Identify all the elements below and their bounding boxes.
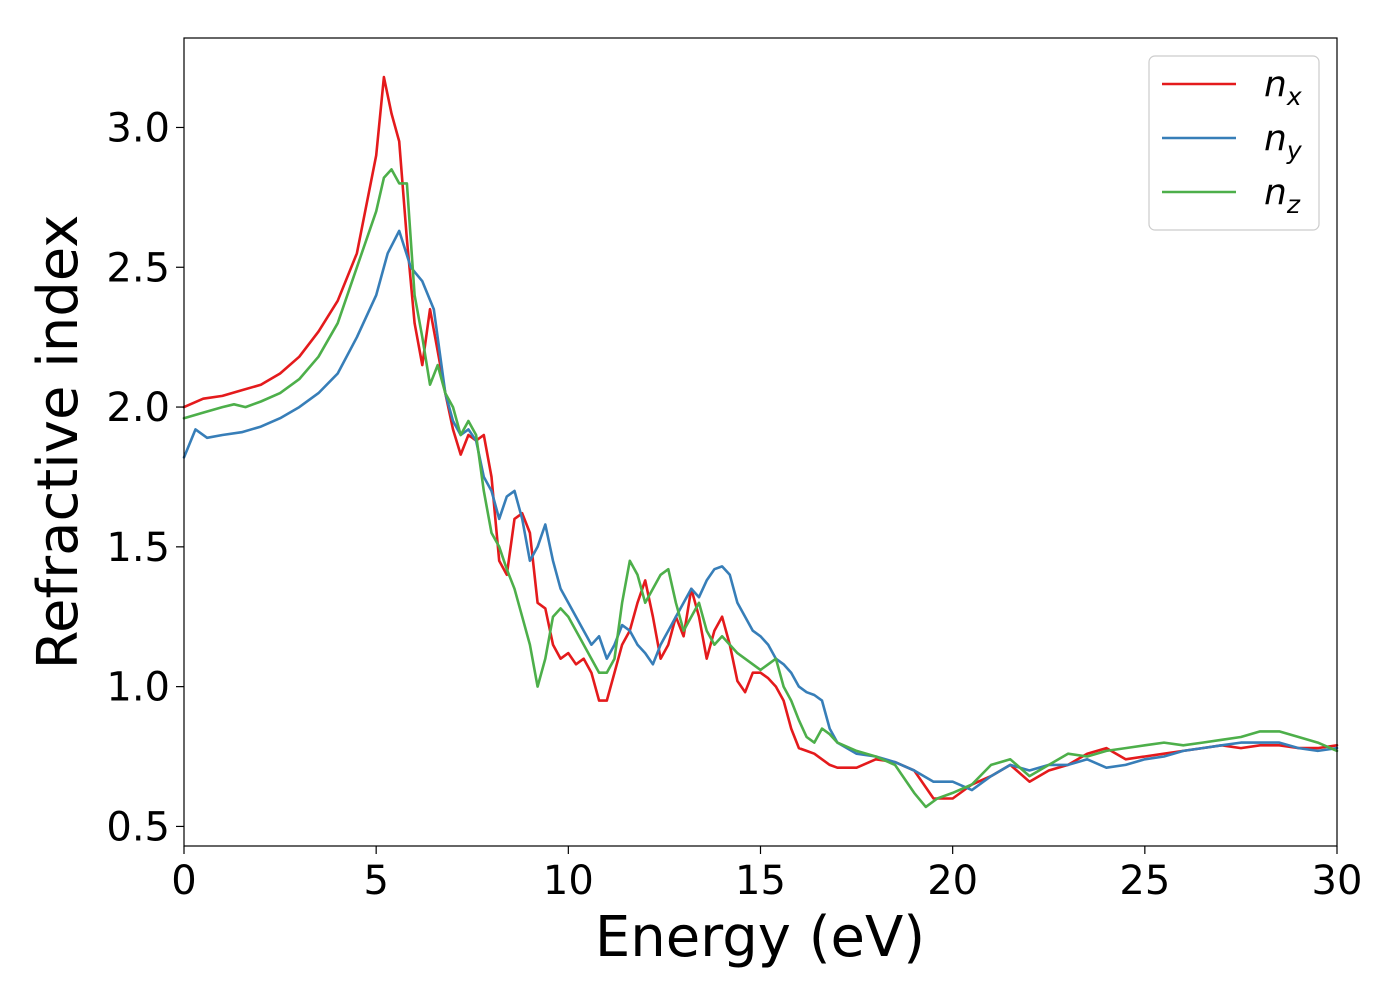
- legend-box: [1148, 55, 1320, 231]
- legend-label-n_z: nz: [1264, 172, 1301, 219]
- legend-label-main: n: [1264, 118, 1287, 159]
- x-tick-label: 15: [735, 858, 786, 904]
- x-tick-label: 30: [1312, 858, 1363, 904]
- legend-label-sub: z: [1286, 190, 1301, 219]
- y-tick-label: 2.5: [106, 245, 170, 291]
- series-line-n_x: [182, 75, 1339, 800]
- legend-label-main: n: [1264, 64, 1287, 105]
- legend-label-sub: y: [1286, 136, 1303, 165]
- y-axis: 0.5 1.0 1.5 2.0 2.5 3.0: [106, 105, 184, 850]
- legend-label-main: n: [1264, 172, 1287, 213]
- y-tick-label: 1.0: [106, 665, 170, 711]
- series-line-n_z: [182, 168, 1339, 809]
- x-tick-label: 5: [363, 858, 388, 904]
- y-tick-label: 3.0: [106, 105, 170, 151]
- y-tick-label: 1.5: [106, 525, 170, 571]
- y-tick-label: 2.0: [106, 385, 170, 431]
- legend-label-sub: x: [1286, 82, 1302, 111]
- x-axis: 0 5 10 15 20 25 30: [171, 846, 1362, 904]
- x-tick-label: 0: [171, 858, 196, 904]
- legend-label-n_x: nx: [1264, 64, 1302, 111]
- y-tick-label: 0.5: [106, 804, 170, 850]
- x-tick-label: 10: [543, 858, 594, 904]
- series-line-n_y: [182, 229, 1339, 792]
- x-axis-title: Energy (eV): [595, 905, 925, 970]
- series-layer: [182, 75, 1339, 809]
- x-tick-label: 25: [1119, 858, 1170, 904]
- y-axis-title: Refractive index: [26, 215, 91, 670]
- x-tick-label: 20: [927, 858, 978, 904]
- legend-label-n_y: ny: [1264, 118, 1303, 165]
